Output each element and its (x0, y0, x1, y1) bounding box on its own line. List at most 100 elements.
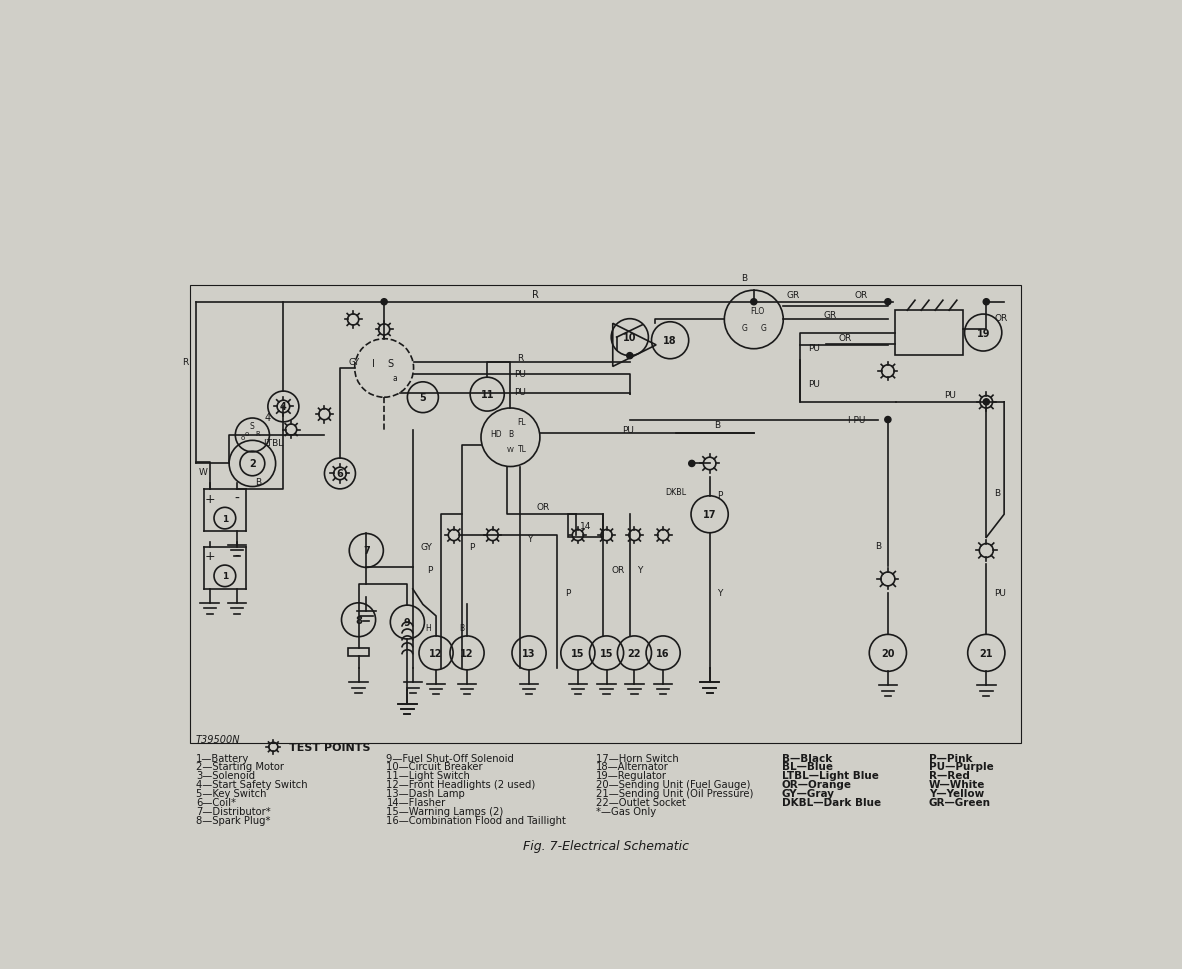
Text: OR: OR (994, 313, 1007, 323)
Circle shape (751, 299, 756, 305)
Bar (348, 648, 370, 656)
Text: PU: PU (514, 388, 526, 396)
Text: W: W (507, 447, 514, 453)
Text: G: G (760, 324, 766, 332)
Text: BL—Blue: BL—Blue (781, 762, 832, 771)
Text: 10: 10 (623, 332, 637, 343)
Text: B: B (508, 429, 513, 438)
Circle shape (626, 353, 632, 359)
Text: 19—Regulator: 19—Regulator (596, 770, 667, 780)
Text: 11—Light Switch: 11—Light Switch (387, 770, 470, 780)
Text: PU: PU (994, 589, 1006, 598)
Text: DKBL—Dark Blue: DKBL—Dark Blue (781, 797, 881, 807)
Text: 12: 12 (460, 648, 474, 658)
Text: P: P (469, 543, 475, 551)
Text: 1: 1 (222, 572, 228, 580)
Text: TL: TL (518, 445, 526, 453)
Text: 20—Sending Unit (Fuel Gauge): 20—Sending Unit (Fuel Gauge) (596, 779, 751, 790)
Text: HD: HD (491, 429, 502, 438)
Text: PU: PU (944, 391, 956, 399)
Text: 6: 6 (337, 469, 343, 479)
Text: 17—Horn Switch: 17—Horn Switch (596, 753, 678, 763)
Text: P—Pink: P—Pink (929, 753, 973, 763)
Text: I: I (372, 359, 375, 369)
Text: FL: FL (517, 418, 526, 427)
Circle shape (885, 417, 891, 423)
Text: G: G (741, 324, 747, 332)
Text: 12: 12 (429, 648, 443, 658)
Text: 3—Solenoid: 3—Solenoid (196, 770, 255, 780)
Text: 7: 7 (363, 546, 370, 556)
Text: GY—Gray: GY—Gray (781, 788, 834, 798)
Bar (190, 286, 1021, 743)
Text: -: - (234, 491, 239, 506)
Text: OR: OR (611, 566, 624, 575)
Text: 20: 20 (881, 648, 895, 658)
Text: R—Red: R—Red (929, 770, 969, 780)
Text: TEST POINTS: TEST POINTS (288, 742, 370, 752)
Text: B: B (994, 488, 1000, 498)
Text: 1—Battery: 1—Battery (196, 753, 249, 763)
Text: Y: Y (527, 535, 533, 544)
Text: 13—Dash Lamp: 13—Dash Lamp (387, 788, 466, 798)
Text: 17: 17 (703, 510, 716, 519)
Text: 21: 21 (980, 648, 993, 658)
Text: 18: 18 (663, 336, 677, 346)
Text: 15: 15 (599, 648, 613, 658)
Text: 19: 19 (976, 328, 991, 338)
Text: 6—Coil*: 6—Coil* (196, 797, 235, 807)
Text: 11: 11 (480, 390, 494, 400)
Text: R: R (182, 358, 188, 367)
Text: 12—Front Headlights (2 used): 12—Front Headlights (2 used) (387, 779, 535, 790)
Text: LTBL—Light Blue: LTBL—Light Blue (781, 770, 878, 780)
Text: FLO: FLO (751, 306, 765, 315)
Text: 1: 1 (222, 515, 228, 523)
Text: 5—Key Switch: 5—Key Switch (196, 788, 266, 798)
Text: 2: 2 (249, 459, 255, 469)
Text: -: - (234, 549, 239, 563)
Text: B: B (741, 273, 747, 282)
Circle shape (983, 299, 989, 305)
Text: PU: PU (514, 369, 526, 379)
Text: a: a (392, 373, 397, 383)
Text: 16—Combination Flood and Taillight: 16—Combination Flood and Taillight (387, 815, 566, 825)
Text: P: P (428, 566, 433, 575)
Text: P: P (717, 490, 722, 499)
Bar (895, 311, 963, 356)
Text: +: + (204, 492, 215, 505)
Text: 21—Sending Unit (Oil Pressure): 21—Sending Unit (Oil Pressure) (596, 788, 753, 798)
Text: 22—Outlet Socket: 22—Outlet Socket (596, 797, 686, 807)
Text: R: R (255, 430, 260, 436)
Text: T39500N: T39500N (196, 735, 240, 744)
Text: B—Black: B—Black (781, 753, 832, 763)
Text: 13: 13 (522, 648, 535, 658)
Text: 8: 8 (355, 615, 362, 625)
Text: 5: 5 (420, 392, 427, 403)
Text: GY: GY (349, 358, 359, 367)
Circle shape (689, 461, 695, 467)
Text: GR—Green: GR—Green (929, 797, 991, 807)
Text: 2—Starting Motor: 2—Starting Motor (196, 762, 284, 771)
Text: PU—Purple: PU—Purple (929, 762, 994, 771)
Text: P: P (565, 589, 570, 598)
Text: 14: 14 (580, 521, 591, 531)
Text: W: W (199, 467, 208, 476)
Text: 15: 15 (571, 648, 585, 658)
Text: R: R (532, 290, 539, 299)
Text: o: o (241, 435, 245, 441)
Text: DKBL: DKBL (665, 487, 687, 496)
Text: OR—Orange: OR—Orange (781, 779, 852, 790)
Text: LTBL: LTBL (264, 439, 284, 448)
Text: OR: OR (855, 291, 868, 299)
Text: 18—Alternator: 18—Alternator (596, 762, 669, 771)
Text: o: o (245, 430, 249, 436)
Text: PU: PU (808, 380, 820, 389)
Text: Y—Yellow: Y—Yellow (929, 788, 985, 798)
Text: B: B (714, 421, 721, 430)
Text: *—Gas Only: *—Gas Only (596, 806, 656, 816)
Text: B: B (255, 477, 261, 486)
Text: GR: GR (786, 291, 799, 300)
Text: H: H (426, 623, 431, 633)
Circle shape (381, 299, 388, 305)
Text: PU: PU (808, 344, 820, 353)
